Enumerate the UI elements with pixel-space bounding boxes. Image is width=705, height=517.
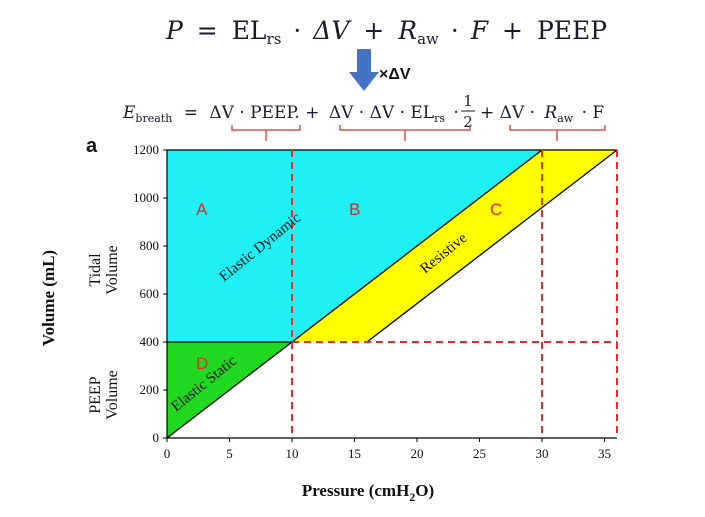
energy-formula: Ebreath = ΔV · PEEP. + ΔV · ΔV · ELrs · … <box>122 92 604 131</box>
arrow-head <box>349 72 379 91</box>
peep-volume-label-2: Volume <box>104 370 121 419</box>
x-tick-label: 25 <box>473 446 486 461</box>
fraction-denominator: 2 <box>463 113 473 131</box>
bracket-term1 <box>231 125 301 141</box>
arrow-shaft <box>357 49 371 72</box>
panel-label: a <box>86 135 98 157</box>
x-tick-label: 15 <box>348 446 361 461</box>
y-tick-label: 0 <box>153 430 160 445</box>
bracket-term2 <box>339 125 471 141</box>
resistive-line <box>366 149 618 343</box>
fraction-numerator: 1 <box>463 92 473 110</box>
region-letter-b: B <box>349 200 360 219</box>
chart-lines <box>166 149 618 439</box>
formula-brackets <box>231 125 606 141</box>
x-tick-label: 35 <box>598 446 611 461</box>
x-tick-label: 10 <box>286 446 299 461</box>
region-c <box>292 150 617 342</box>
y-axis-label: Volume (mL) <box>39 250 58 346</box>
y-tick-label: 600 <box>140 286 160 301</box>
x-tick-label: 5 <box>226 446 233 461</box>
peep-volume-label-1: PEEP <box>87 376 104 413</box>
top-formula-text: P = ELrs · ΔV + Raw · F + PEEP <box>165 16 607 50</box>
y-tick-label: 1000 <box>133 190 159 205</box>
energy-formula-right: + ΔV · Raw · F <box>480 103 604 127</box>
chart-regions <box>167 150 617 438</box>
y-tick-label: 1200 <box>133 142 159 157</box>
region-letter-c: C <box>490 200 502 219</box>
region-letter-d: D <box>196 354 208 373</box>
energy-formula-left: Ebreath = ΔV · PEEP. + ΔV · ΔV · ELrs · <box>122 103 459 127</box>
y-tick-label: 200 <box>140 382 160 397</box>
arrow-label: ×ΔV <box>379 66 411 83</box>
x-tick-label: 30 <box>536 446 549 461</box>
tidal-volume-label-2: Volume <box>104 245 121 294</box>
down-arrow <box>349 49 379 91</box>
y-tick-label: 800 <box>140 238 160 253</box>
top-formula: P = ELrs · ΔV + Raw · F + PEEP <box>165 16 607 50</box>
region-letter-a: A <box>196 200 208 219</box>
bracket-term3 <box>509 125 606 141</box>
x-axis-label: Pressure (cmH2O) <box>302 481 434 504</box>
x-tick-label: 20 <box>411 446 424 461</box>
x-tick-label: 0 <box>164 446 171 461</box>
y-tick-label: 400 <box>140 334 160 349</box>
chart-axes: 0 5 10 15 20 25 30 35 0 200 400 600 800 1000 1200 <box>133 142 617 461</box>
region-a <box>167 150 542 342</box>
tidal-volume-label-1: Tidal <box>87 253 104 287</box>
elastic-line <box>166 149 543 439</box>
